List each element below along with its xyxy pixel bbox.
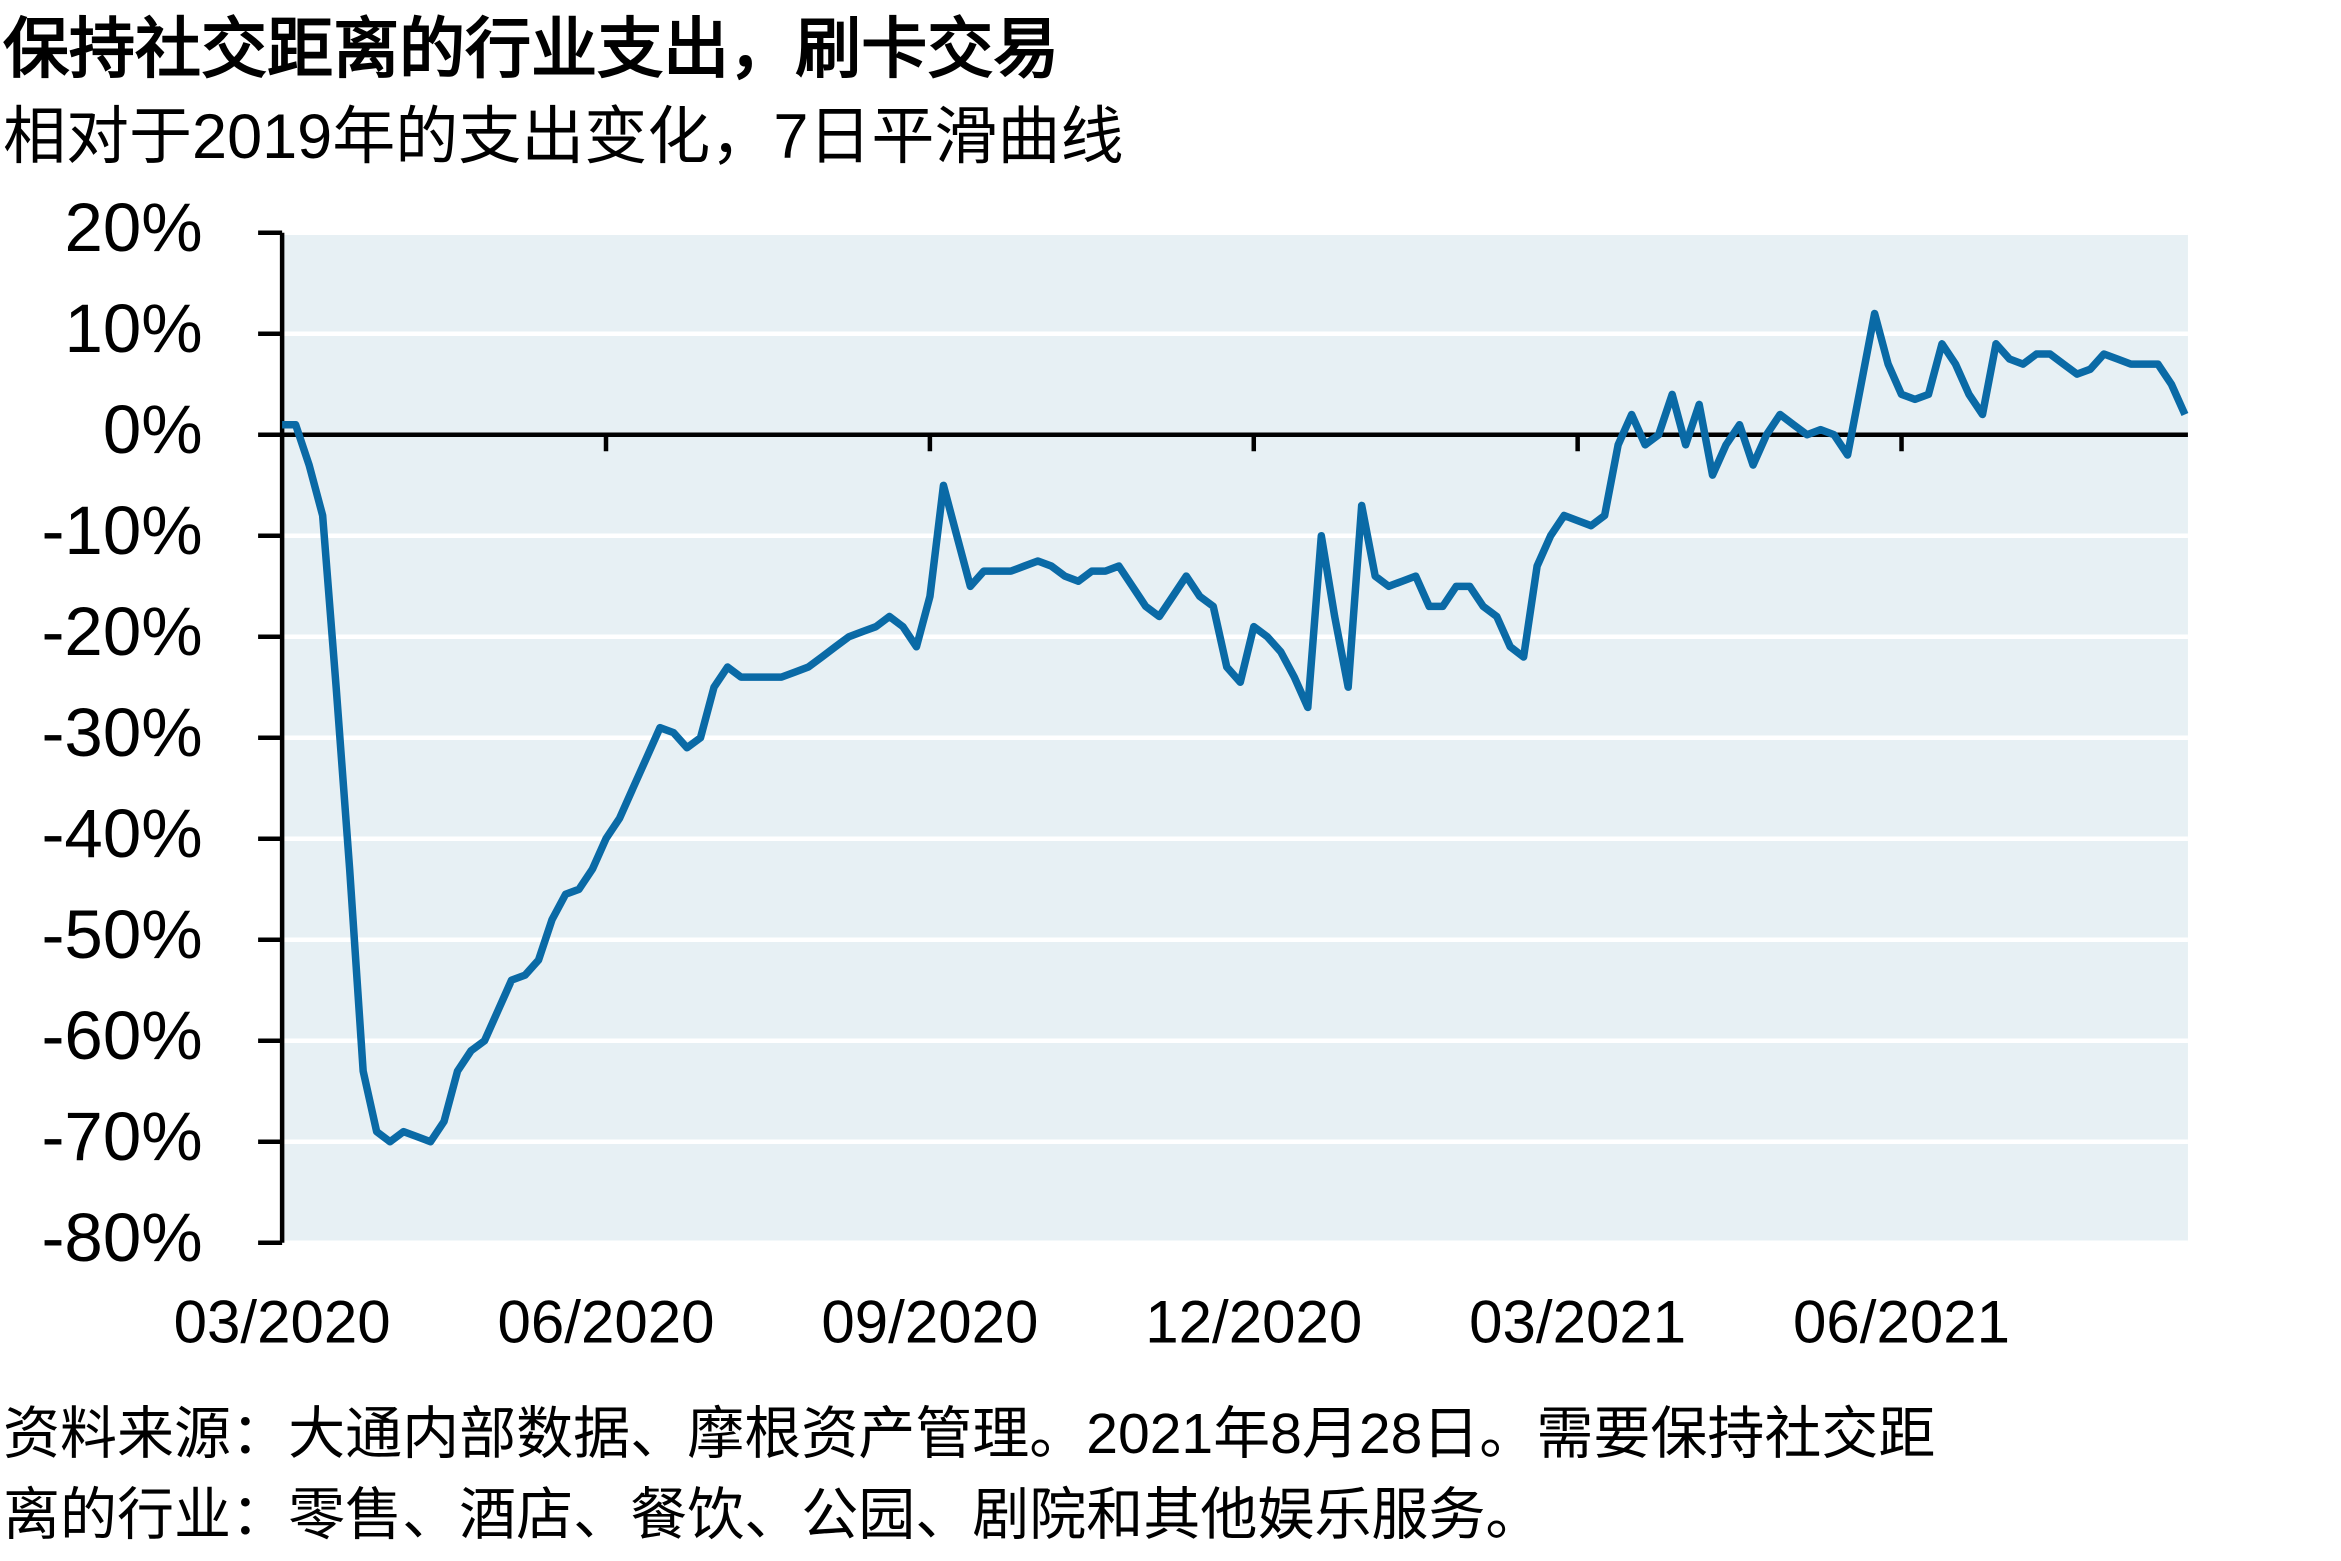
data-line — [282, 309, 2189, 1146]
x-tick-label: 12/2020 — [1145, 1289, 1362, 1356]
y-tick-label: -70% — [41, 1098, 202, 1175]
y-tick-label: -50% — [41, 896, 202, 973]
y-tick-label: -80% — [41, 1199, 202, 1276]
footnote: 资料来源：大通内部数据、摩根资产管理。2021年8月28日。需要保持社交距 — [3, 1402, 1935, 1466]
y-tick-label: 20% — [64, 189, 202, 266]
chart-subtitle: 相对于2019年的支出变化，7日平滑曲线 — [3, 102, 1123, 172]
chart-title: 保持社交距离的行业支出，刷卡交易 — [3, 12, 1059, 86]
y-tick-label: 10% — [64, 290, 202, 367]
x-tick-label: 06/2021 — [1793, 1289, 2010, 1356]
x-tick-label: 06/2020 — [498, 1289, 715, 1356]
x-tick-label: 09/2020 — [821, 1289, 1038, 1356]
y-tick-label: 0% — [103, 391, 203, 468]
y-tick-label: -60% — [41, 997, 202, 1074]
x-tick-label: 03/2020 — [174, 1289, 391, 1356]
x-tick-label: 03/2021 — [1469, 1289, 1686, 1356]
y-tick-label: -20% — [41, 593, 202, 670]
y-tick-label: -40% — [41, 795, 202, 872]
y-tick-label: -10% — [41, 492, 202, 569]
footnote: 离的行业：零售、酒店、餐饮、公园、剧院和其他娱乐服务。 — [3, 1483, 1542, 1547]
y-tick-label: -30% — [41, 694, 202, 771]
